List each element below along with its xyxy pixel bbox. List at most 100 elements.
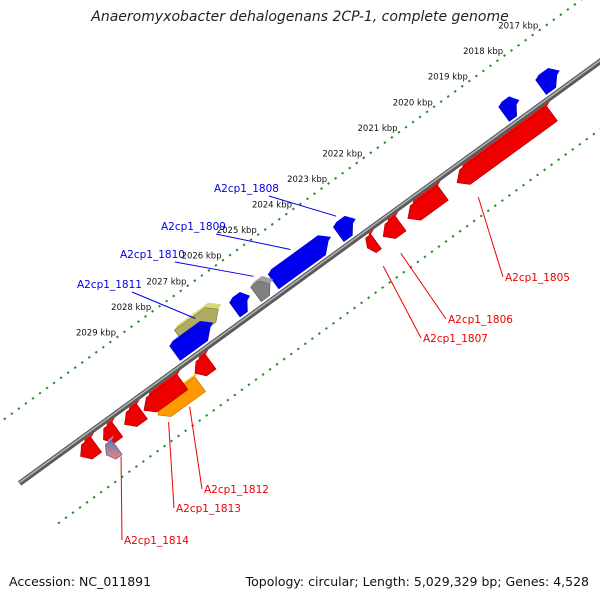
tick-labels: 2017 kbp 2018 kbp 2019 kbp 2020 kbp 2021 kbp… xyxy=(76,22,538,339)
minor-tick xyxy=(235,248,239,252)
minor-tick xyxy=(334,176,338,180)
minor-tick xyxy=(193,279,197,283)
minor-tick xyxy=(341,171,345,175)
minor-tick xyxy=(144,314,148,318)
minor-tick xyxy=(453,89,457,93)
minor-tick xyxy=(298,202,302,206)
gene-feature[interactable] xyxy=(80,432,103,460)
minor-tick xyxy=(402,270,406,274)
gene-feature[interactable] xyxy=(169,320,214,361)
minor-tick xyxy=(94,350,98,354)
tick-label: 2022 kbp xyxy=(322,149,362,159)
minor-tick xyxy=(320,187,323,191)
gene-label-A2cp1_1807[interactable]: A2cp1_1807 xyxy=(423,333,488,345)
gene-feature[interactable] xyxy=(229,292,251,318)
minor-tick xyxy=(559,13,563,17)
gene-label-A2cp1_1809[interactable]: A2cp1_1809 xyxy=(161,221,226,233)
minor-tick xyxy=(439,100,443,104)
minor-tick xyxy=(275,362,279,366)
minor-tick xyxy=(233,393,237,397)
minor-tick xyxy=(45,386,49,390)
minor-tick xyxy=(338,316,342,320)
leader-line xyxy=(215,233,291,250)
gene-A2cp1_1809[interactable] xyxy=(267,235,332,290)
minor-tick xyxy=(585,137,589,141)
minor-tick xyxy=(120,475,124,479)
gene-feature[interactable] xyxy=(498,96,520,122)
minor-tick xyxy=(151,309,155,313)
gene-feature[interactable] xyxy=(194,349,217,377)
minor-tick xyxy=(57,521,61,525)
gene-A2cp1_1806[interactable] xyxy=(382,211,407,239)
gene-feature[interactable] xyxy=(535,67,560,95)
minor-tick xyxy=(282,357,286,361)
minor-tick xyxy=(348,166,352,170)
minor-tick xyxy=(263,228,267,231)
minor-tick xyxy=(71,511,75,515)
minor-tick xyxy=(64,516,68,520)
minor-tick xyxy=(395,275,399,279)
tick-label: 2025 kbp xyxy=(217,226,257,236)
tick-label: 2020 kbp xyxy=(393,98,433,108)
gene-label-A2cp1_1814[interactable]: A2cp1_1814 xyxy=(124,535,189,547)
accession-text: Accession: NC_011891 xyxy=(9,574,152,589)
minor-tick xyxy=(92,495,96,499)
tick-label: 2018 kbp xyxy=(463,47,503,57)
minor-tick xyxy=(592,132,596,136)
gene-A2cp1_1805[interactable] xyxy=(456,101,558,185)
gene-label-A2cp1_1810[interactable]: A2cp1_1810 xyxy=(120,249,185,261)
gene-label-A2cp1_1812[interactable]: A2cp1_1812 xyxy=(204,484,269,496)
minor-tick xyxy=(3,417,7,421)
minor-tick xyxy=(503,54,506,58)
minor-tick xyxy=(545,23,549,27)
minor-tick xyxy=(578,142,582,146)
minor-tick xyxy=(423,255,427,259)
gene-feature[interactable] xyxy=(124,399,148,427)
minor-tick xyxy=(254,378,258,382)
minor-tick xyxy=(261,373,265,376)
map-title: Anaeromyxobacter dehalogenans 2CP-1, com… xyxy=(91,9,509,25)
gene-A2cp1_1813[interactable] xyxy=(143,369,189,413)
gene-feature[interactable] xyxy=(407,180,449,221)
minor-tick xyxy=(444,240,448,243)
minor-tick xyxy=(78,506,82,509)
tick-label: 2027 kbp xyxy=(146,277,186,287)
leader-line xyxy=(120,456,123,541)
gene-A2cp1_1807[interactable] xyxy=(365,229,382,254)
minor-tick xyxy=(451,234,455,238)
minor-tick xyxy=(564,153,568,156)
minor-tick xyxy=(108,340,112,344)
minor-tick xyxy=(170,439,174,443)
minor-tick xyxy=(324,326,328,330)
minor-tick xyxy=(165,299,169,303)
minor-tick xyxy=(296,347,300,351)
gene-label-A2cp1_1806[interactable]: A2cp1_1806 xyxy=(448,314,513,326)
minor-tick xyxy=(268,367,272,371)
minor-tick xyxy=(59,376,63,380)
gene-label-A2cp1_1811[interactable]: A2cp1_1811 xyxy=(77,279,142,291)
minor-tick xyxy=(226,398,230,402)
minor-tick xyxy=(507,193,511,197)
gene-feature[interactable] xyxy=(104,435,123,460)
tick-label: 2019 kbp xyxy=(428,73,468,83)
minor-tick xyxy=(148,454,152,458)
gene-label-A2cp1_1813[interactable]: A2cp1_1813 xyxy=(176,503,241,515)
minor-tick xyxy=(353,306,356,310)
minor-tick xyxy=(305,197,309,201)
minor-tick xyxy=(388,280,392,284)
gene-A2cp1_1810[interactable] xyxy=(250,275,273,303)
gene-label-A2cp1_1805[interactable]: A2cp1_1805 xyxy=(505,272,570,284)
minor-tick xyxy=(360,301,364,305)
gene-A2cp1_1808[interactable] xyxy=(332,215,356,242)
outer-tick-track xyxy=(3,0,583,421)
gene-track xyxy=(80,67,560,460)
minor-tick xyxy=(277,217,281,221)
leader-line xyxy=(174,261,254,277)
minor-tick xyxy=(99,490,103,494)
minor-tick xyxy=(355,161,359,165)
gene-label-A2cp1_1808[interactable]: A2cp1_1808 xyxy=(214,183,279,195)
minor-tick xyxy=(122,330,126,334)
minor-tick xyxy=(524,38,528,42)
inner-tick-track xyxy=(57,128,600,525)
